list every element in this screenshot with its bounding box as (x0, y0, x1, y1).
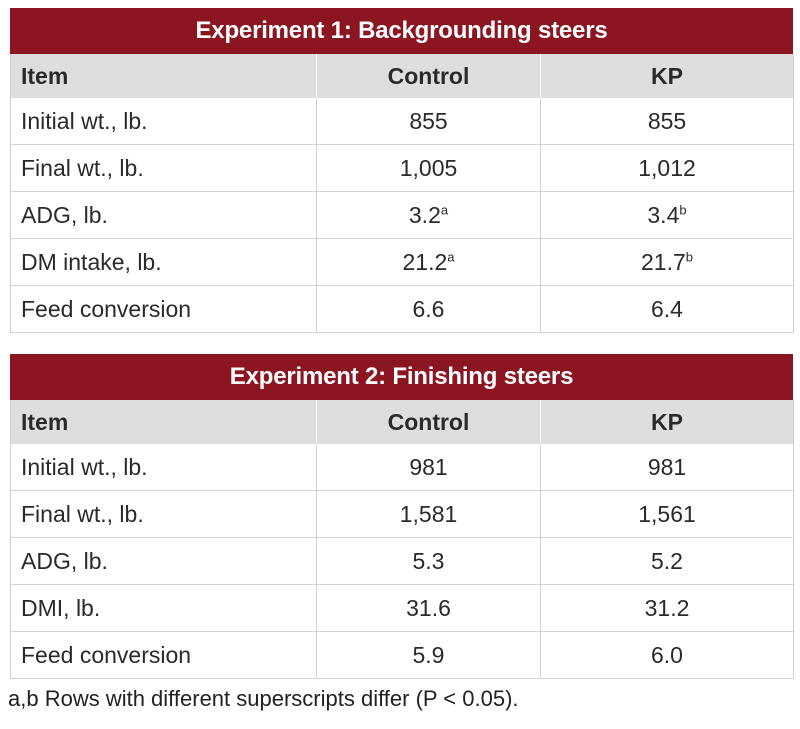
superscript: a (447, 248, 455, 264)
experiment-2-grid: Item Control KP Initial wt., lb. 981 981… (10, 400, 794, 679)
kp-value: 31.2 (540, 584, 794, 632)
kp-value: 6.0 (540, 631, 794, 679)
kp-value: 5.2 (540, 537, 794, 585)
table-row: DM intake, lb. 21.2a 21.7b (10, 238, 794, 286)
control-value: 981 (316, 444, 541, 491)
experiment-2-title: Experiment 2: Finishing steers (10, 354, 793, 400)
control-value: 855 (316, 98, 541, 145)
header-kp: KP (540, 400, 794, 444)
row-item: Initial wt., lb. (10, 444, 317, 491)
kp-value: 21.7b (540, 238, 794, 286)
kp-value: 6.4 (540, 285, 794, 333)
experiment-1-grid: Item Control KP Initial wt., lb. 855 855… (10, 54, 794, 333)
table-row: ADG, lb. 5.3 5.2 (10, 537, 794, 585)
experiment-1-table: Experiment 1: Backgrounding steers Item … (10, 8, 794, 333)
row-item: DMI, lb. (10, 584, 317, 632)
control-value: 3.2a (316, 191, 541, 239)
table-row: Final wt., lb. 1,581 1,561 (10, 490, 794, 538)
superscript: a (440, 201, 449, 217)
control-value: 31.6 (316, 584, 541, 632)
header-kp: KP (540, 54, 794, 98)
control-value: 5.3 (316, 537, 541, 585)
kp-value: 981 (540, 444, 794, 491)
row-item: Feed conversion (10, 631, 317, 679)
table-row: Feed conversion 6.6 6.4 (10, 285, 794, 333)
row-item: Final wt., lb. (10, 490, 317, 538)
table-row: ADG, lb. 3.2a 3.4b (10, 191, 794, 239)
row-item: Feed conversion (10, 285, 317, 333)
header-item: Item (10, 400, 317, 444)
row-item: Final wt., lb. (10, 144, 317, 192)
header-control: Control (316, 400, 541, 444)
kp-value: 3.4b (540, 191, 794, 239)
control-value: 5.9 (316, 631, 541, 679)
kp-value: 1,012 (540, 144, 794, 192)
row-item: ADG, lb. (10, 191, 317, 239)
kp-value: 1,561 (540, 490, 794, 538)
footnote: a,b Rows with different superscripts dif… (8, 686, 519, 711)
header-item: Item (10, 54, 317, 98)
row-item: ADG, lb. (10, 537, 317, 585)
experiment-1-title: Experiment 1: Backgrounding steers (10, 8, 793, 54)
header-control: Control (316, 54, 541, 98)
row-item: Initial wt., lb. (10, 98, 317, 145)
table-row: Initial wt., lb. 981 981 (10, 444, 794, 491)
experiment-2-table: Experiment 2: Finishing steers Item Cont… (10, 354, 794, 679)
header-row: Item Control KP (10, 400, 794, 444)
table-row: Feed conversion 5.9 6.0 (10, 631, 794, 679)
table-row: DMI, lb. 31.6 31.2 (10, 584, 794, 632)
row-item: DM intake, lb. (10, 238, 317, 286)
kp-value: 855 (540, 98, 794, 145)
table-row: Final wt., lb. 1,005 1,012 (10, 144, 794, 192)
control-value: 1,581 (316, 490, 541, 538)
header-row: Item Control KP (10, 54, 794, 98)
table-row: Initial wt., lb. 855 855 (10, 98, 794, 145)
control-value: 21.2a (316, 238, 541, 286)
control-value: 6.6 (316, 285, 541, 333)
superscript: b (685, 248, 693, 264)
control-value: 1,005 (316, 144, 541, 192)
superscript: b (679, 201, 687, 217)
